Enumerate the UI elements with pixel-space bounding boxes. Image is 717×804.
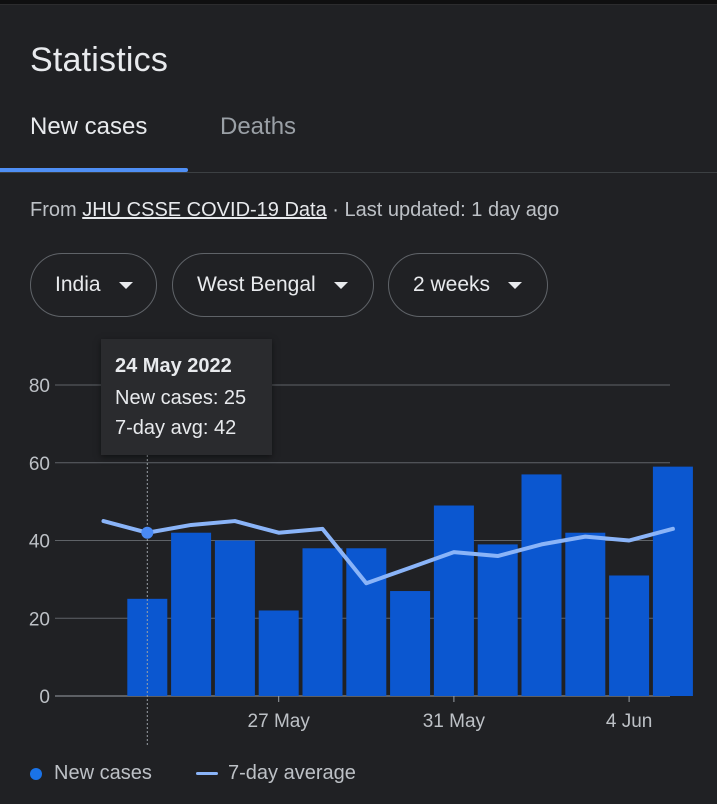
bar — [521, 474, 562, 696]
active-tab-indicator — [0, 168, 188, 172]
bar — [346, 548, 387, 696]
tab-new-cases[interactable]: New cases — [30, 113, 148, 140]
caret-down-icon — [333, 281, 348, 289]
y-tick-label: 40 — [29, 532, 50, 553]
country-dropdown[interactable]: India — [30, 253, 157, 317]
legend-line-icon — [196, 772, 218, 775]
bar — [565, 532, 606, 696]
legend-average: 7-day average — [196, 762, 356, 785]
y-tick-label: 60 — [29, 454, 50, 475]
bar — [652, 466, 693, 696]
tooltip-average: 7-day avg: 42 — [115, 417, 237, 439]
x-tick-label: 27 May — [248, 711, 311, 732]
legend-new-cases: New cases — [30, 762, 152, 785]
chart-tooltip: 24 May 2022 New cases: 25 7-day avg: 42 — [101, 339, 272, 455]
bar — [477, 544, 518, 696]
bar — [609, 575, 650, 696]
bar — [214, 540, 255, 696]
tooltip-cases: New cases: 25 — [115, 387, 247, 409]
x-tick-label: 31 May — [423, 711, 486, 732]
legend-new-cases-label: New cases — [54, 762, 152, 784]
x-tick-label: 4 Jun — [606, 711, 652, 732]
last-updated: · Last updated: 1 day ago — [326, 199, 560, 221]
time-range-dropdown-label: 2 weeks — [413, 273, 491, 296]
source-prefix: From — [30, 199, 83, 221]
average-line — [101, 519, 675, 586]
time-range-dropdown[interactable]: 2 weeks — [388, 253, 548, 317]
y-tick-label: 20 — [29, 609, 50, 630]
region-dropdown[interactable]: West Bengal — [172, 253, 374, 317]
tab-deaths[interactable]: Deaths — [220, 113, 297, 140]
bar — [171, 532, 212, 696]
caret-down-icon — [508, 281, 523, 289]
bar — [390, 591, 431, 696]
page-title: Statistics — [30, 41, 169, 79]
caret-down-icon — [118, 281, 133, 289]
legend-dot-icon — [30, 767, 42, 780]
region-dropdown-label: West Bengal — [197, 273, 316, 296]
tabs-divider — [0, 172, 717, 173]
source-line: From JHU CSSE COVID-19 Data · Last updat… — [30, 199, 559, 222]
legend-average-label: 7-day average — [228, 762, 356, 784]
source-link[interactable]: JHU CSSE COVID-19 Data — [82, 199, 327, 221]
y-tick-label: 0 — [39, 687, 50, 708]
country-dropdown-label: India — [55, 273, 101, 296]
selected-point — [141, 526, 154, 539]
bar — [302, 548, 343, 696]
y-tick-label: 80 — [29, 376, 50, 397]
bar — [258, 610, 299, 696]
tooltip-date: 24 May 2022 — [115, 355, 232, 377]
bar — [433, 505, 474, 696]
